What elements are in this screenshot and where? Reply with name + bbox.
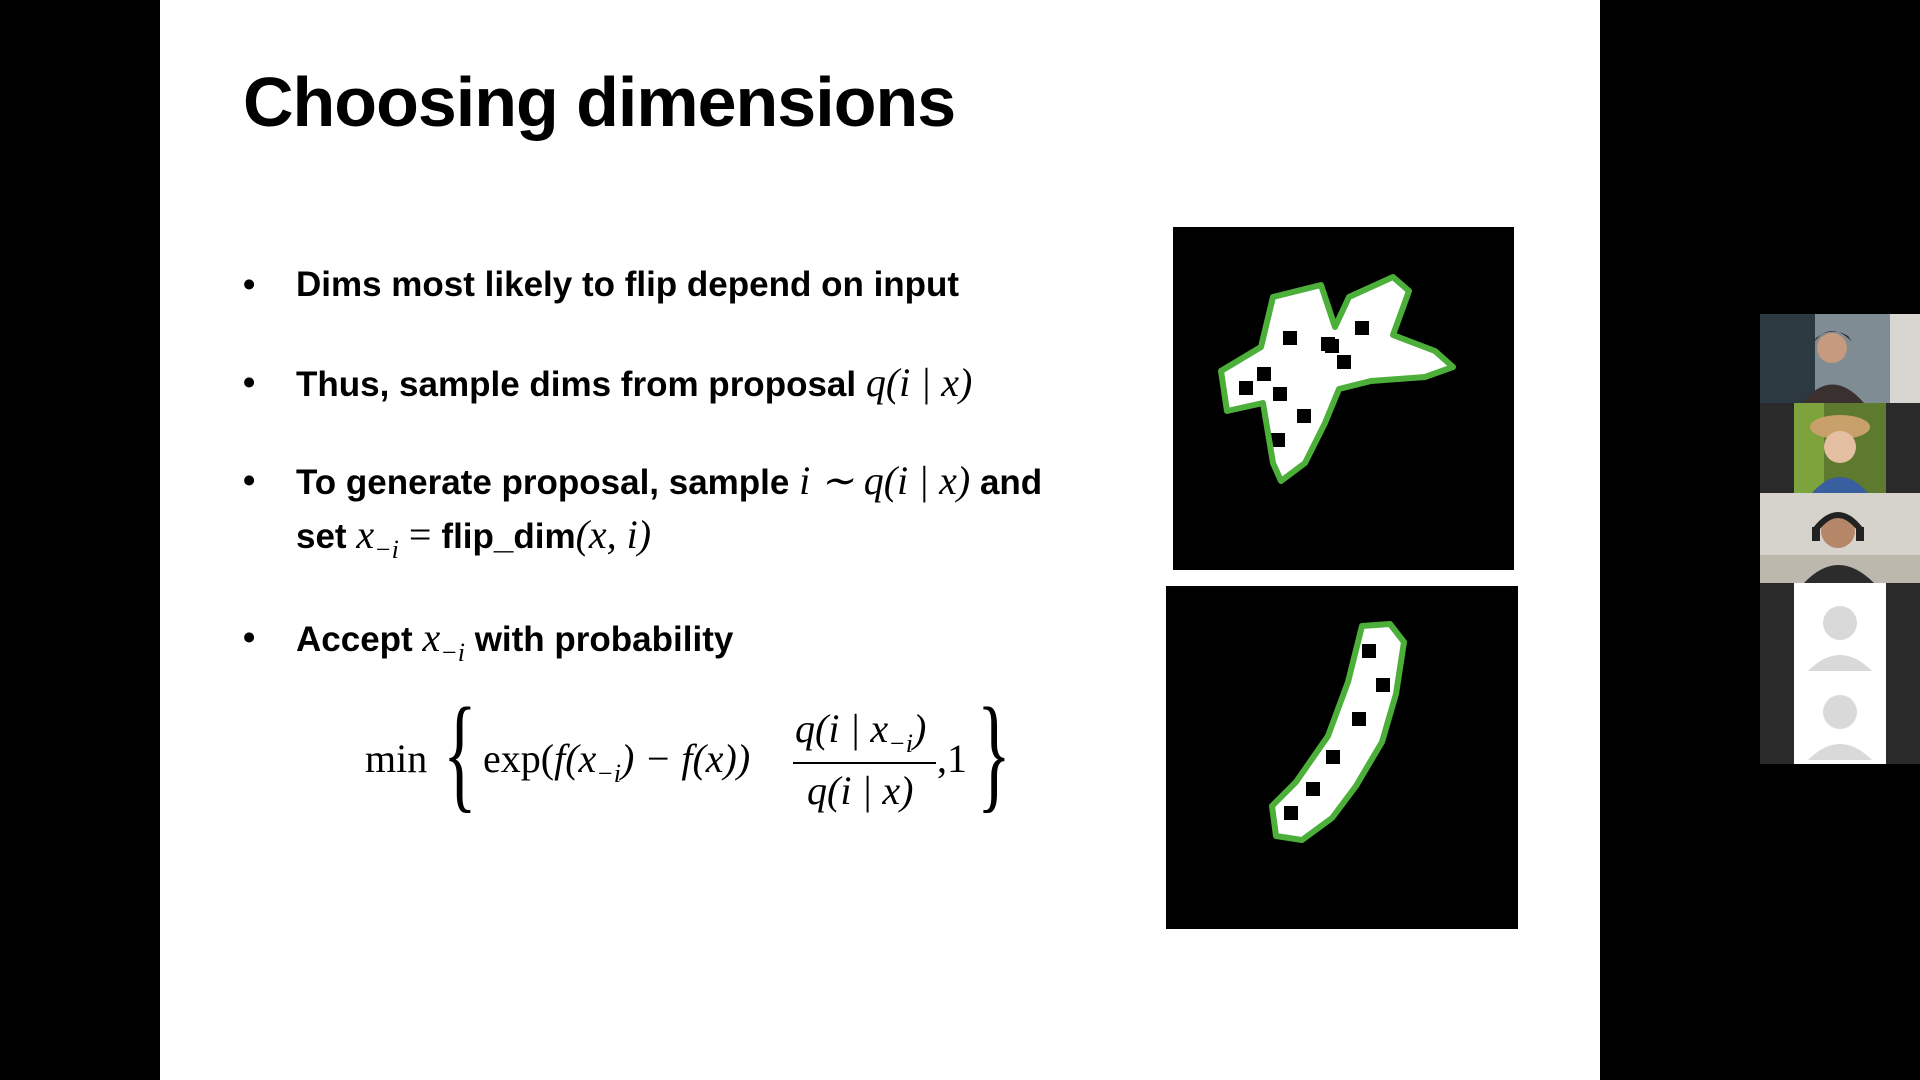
bullet-3-var: x (356, 512, 375, 557)
bullet-3-sub: −i (374, 535, 399, 564)
participant-video-1[interactable] (1760, 314, 1920, 403)
digit-one-image (1269, 621, 1407, 843)
bullet-3-line-2: set x−i = flip_dim(x, i) (296, 508, 651, 577)
bullet-3-eq: = (398, 512, 442, 557)
formula-exp-sub: −i (596, 759, 622, 788)
bullet-4-sub: −i (440, 638, 465, 667)
bullet-4-post: with probability (464, 620, 734, 659)
formula-left-brace: { (443, 682, 477, 824)
bullet-4-pre: Accept (296, 620, 423, 659)
bullet-1-text: Dims most likely to flip depend on input (296, 265, 960, 304)
slide-title: Choosing dimensions (243, 63, 956, 141)
bullet-dot: • (243, 363, 256, 402)
bullet-dot: • (243, 265, 256, 304)
bullet-2-math: q(i | x) (865, 360, 973, 405)
acceptance-formula: min { exp(f(x−i) − f(x)) q(i | x−i) q(i … (365, 689, 1175, 825)
numerator-sub: −i (888, 729, 913, 758)
participant-gallery (1760, 314, 1920, 764)
formula-min: min (365, 736, 428, 781)
bullet-3-line-1: To generate proposal, sample i ∼ q(i | x… (296, 454, 1042, 510)
avatar-head (1823, 606, 1857, 640)
formula-denominator: q(i | x) (807, 768, 914, 813)
bullet-2-content: Thus, sample dims from proposal q(i | x) (296, 356, 972, 412)
bullet-3-line2-pre: set (296, 517, 357, 556)
digit-one-figure (1166, 586, 1518, 929)
bullet-4-content: Accept x−i with probability (296, 611, 733, 680)
bullet-3-args: (x, i) (575, 512, 652, 557)
fraction-bar (793, 762, 936, 764)
formula-exp: exp(f(x−i) − f(x)) (483, 735, 750, 789)
bullet-4-var: x (422, 615, 441, 660)
bullet-dot: • (243, 618, 256, 657)
formula-tail: ,1 (937, 736, 967, 781)
participant-avatar-4[interactable] (1760, 583, 1920, 674)
presentation-slide: Choosing dimensions • Dims most likely t… (160, 0, 1600, 1080)
digit-four-image (1218, 274, 1456, 484)
formula-right-brace: } (977, 682, 1011, 824)
numerator-main: q(i | x (795, 706, 889, 751)
formula-exp-close: ) − f(x)) (621, 736, 751, 781)
bullet-3-after: and (970, 463, 1043, 502)
bullet-dot: • (243, 461, 256, 500)
participant-avatar-5[interactable] (1760, 674, 1920, 764)
participant-video-2[interactable] (1760, 403, 1920, 493)
bullet-3-text: To generate proposal, sample (296, 463, 800, 502)
bullet-2-text: Thus, sample dims from proposal (296, 365, 866, 404)
formula-exp-open: exp( (483, 736, 555, 781)
formula-numerator: q(i | x−i) (795, 705, 926, 759)
digit-four-figure (1173, 227, 1514, 570)
bullet-3-math: i ∼ q(i | x) (799, 458, 971, 503)
bullet-3-fn: flip_dim (441, 517, 576, 556)
numerator-close: ) (912, 706, 927, 751)
participant-video-3[interactable] (1760, 493, 1920, 583)
formula-f-x: f(x (554, 736, 597, 781)
